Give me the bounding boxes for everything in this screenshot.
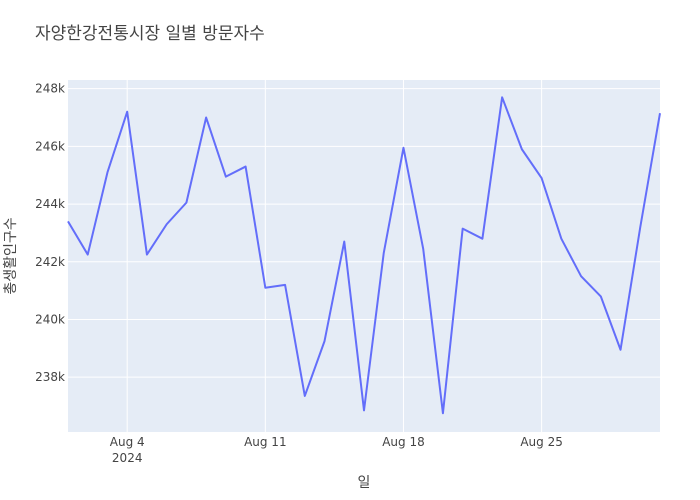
plot-area <box>68 80 660 432</box>
y-tick-label: 242k <box>35 255 65 269</box>
y-tick-label: 246k <box>35 139 65 153</box>
x-tick-label: Aug 4 <box>110 435 145 449</box>
series-line <box>67 96 661 415</box>
chart-title: 자양한강전통시장 일별 방문자수 <box>35 24 265 44</box>
y-tick-label: 244k <box>35 197 65 211</box>
y-gridlines <box>68 88 660 378</box>
y-axis-label: 총생활인구수 <box>3 217 19 294</box>
x-tick-labels: Aug 4 2024 Aug 11 Aug 18 Aug 25 <box>110 435 563 465</box>
x-tick-label: Aug 18 <box>382 435 425 449</box>
y-tick-label: 240k <box>35 312 65 326</box>
x-gridlines <box>126 80 543 432</box>
x-tick-label: Aug 11 <box>244 435 287 449</box>
x-tick-sublabel: 2024 <box>112 451 143 465</box>
x-tick-label: Aug 25 <box>520 435 563 449</box>
y-tick-label: 238k <box>35 370 65 384</box>
y-tick-labels: 238k 240k 242k 244k 246k 248k <box>35 82 65 385</box>
y-tick-label: 248k <box>35 82 65 96</box>
x-axis-label: 일 <box>358 475 371 491</box>
